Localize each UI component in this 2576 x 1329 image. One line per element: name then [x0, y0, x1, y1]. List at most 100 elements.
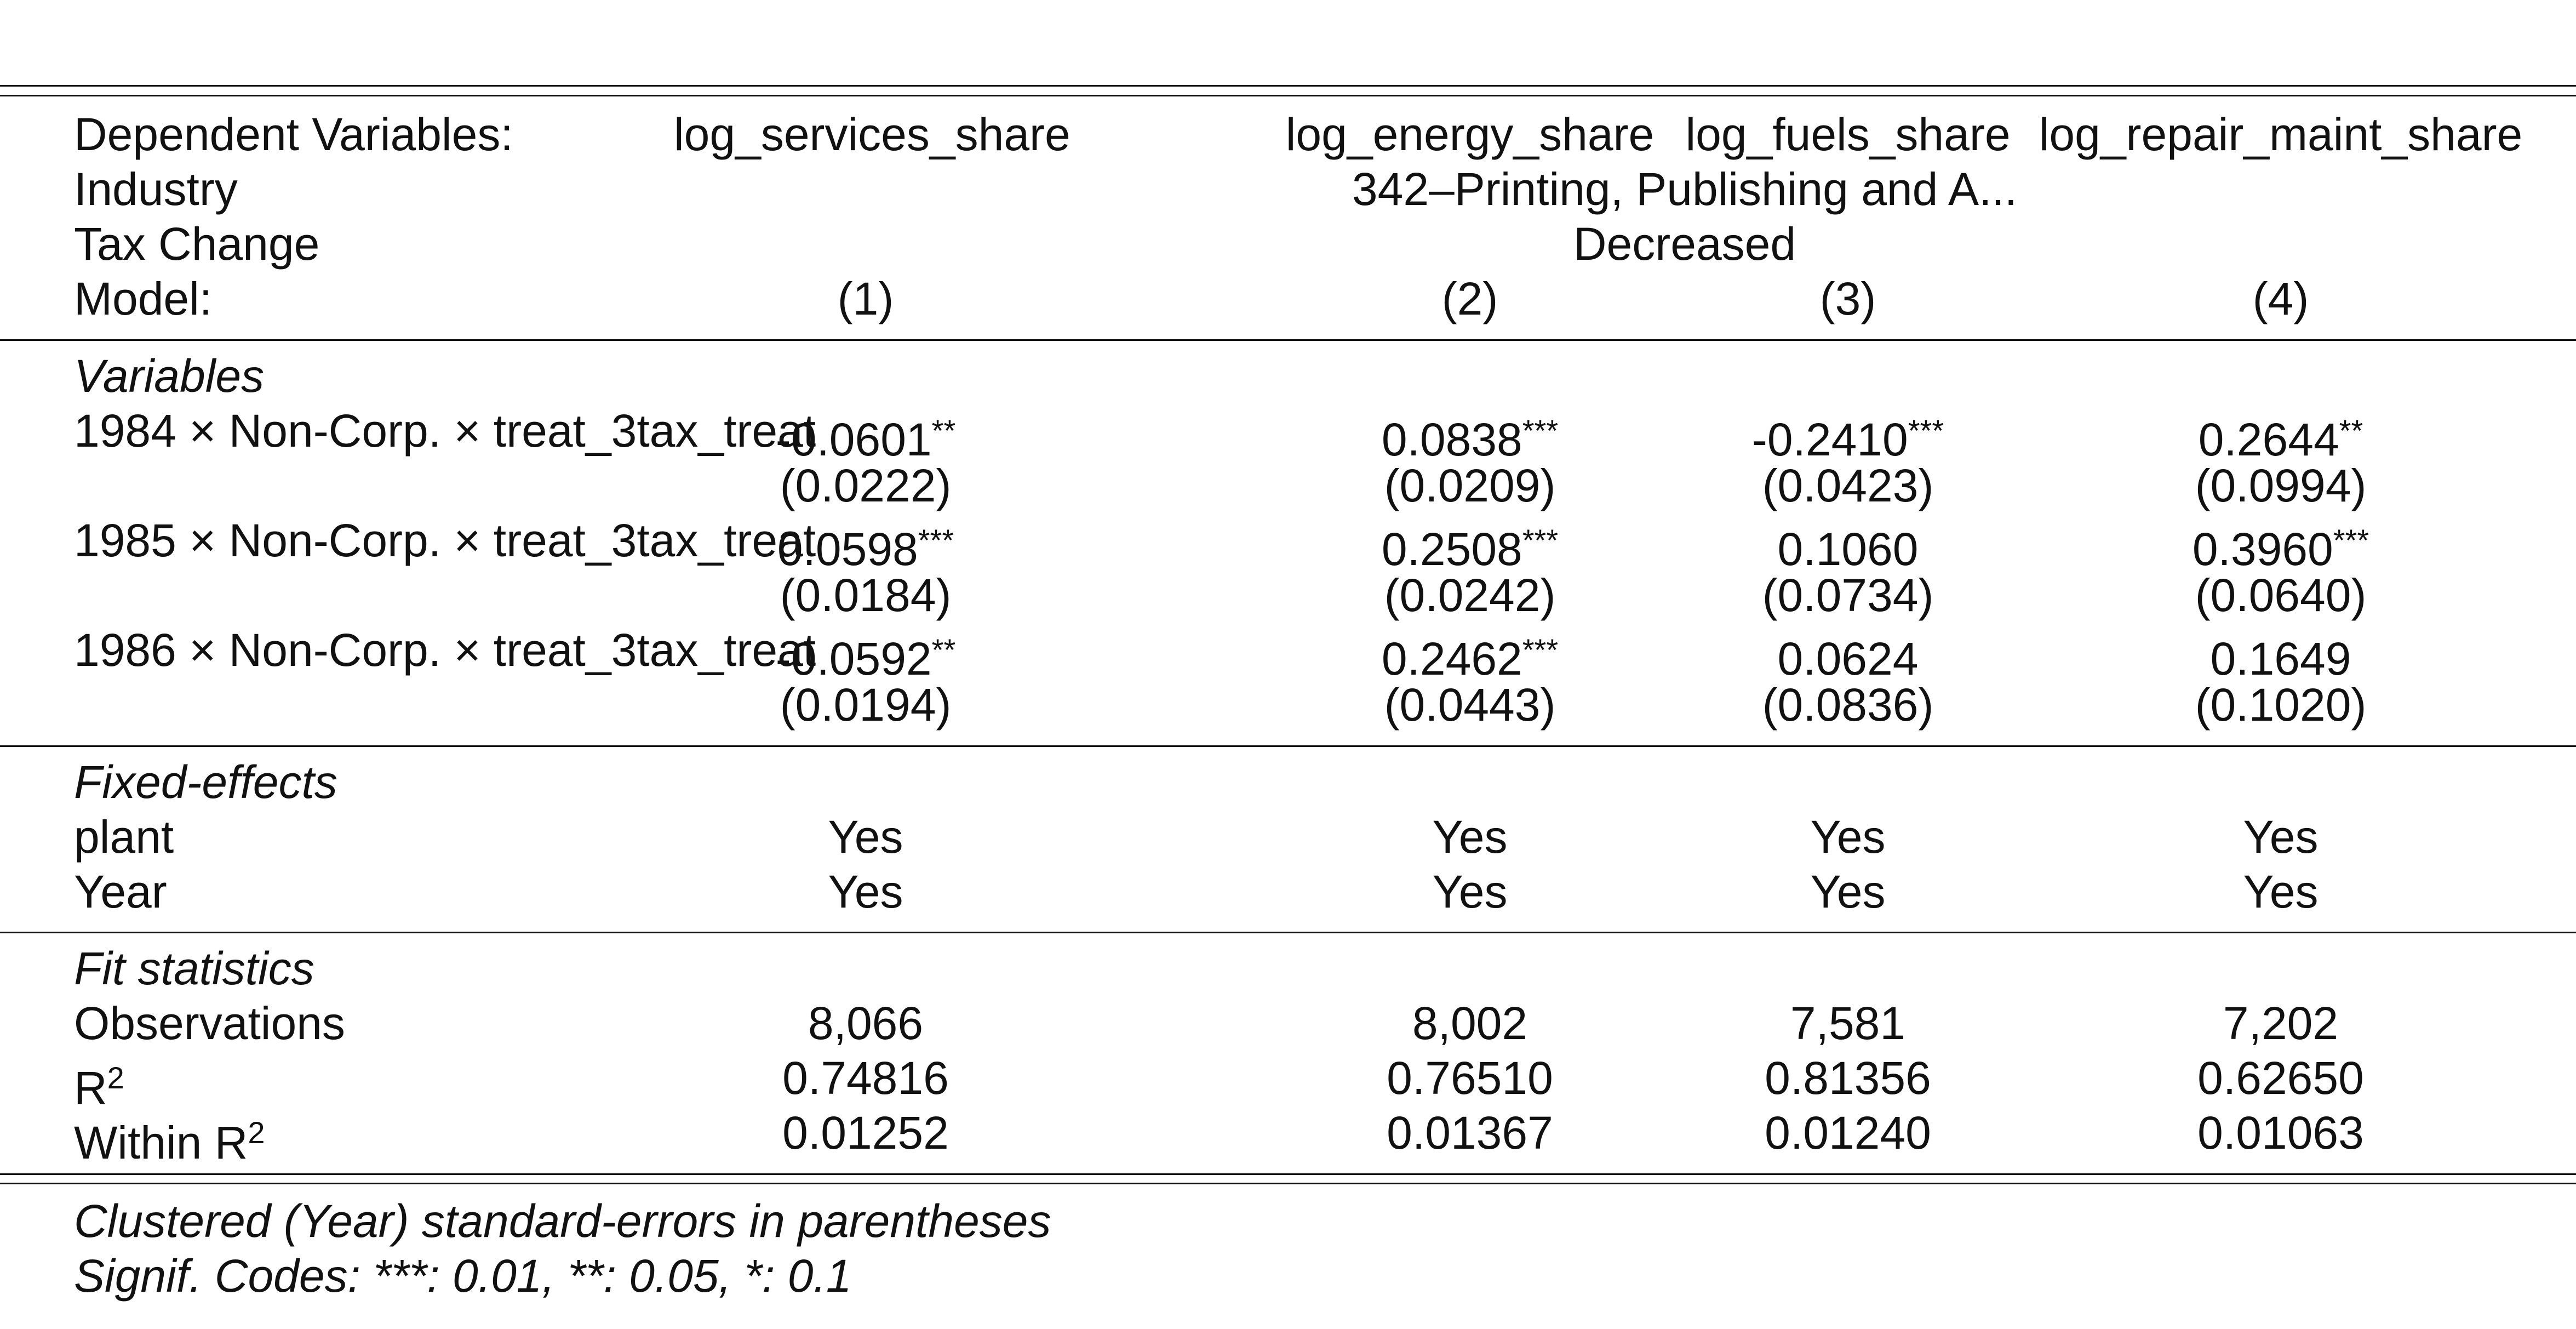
dep-vars-label: Dependent Variables:	[74, 109, 513, 160]
r2-value: 0.74816	[782, 1052, 949, 1104]
coef-cell: 0.0598***	[674, 513, 1057, 577]
std-error: (0.0184)	[780, 569, 952, 621]
signif-stars: ***	[1908, 413, 1944, 448]
within-r2-value: 0.01063	[2197, 1107, 2364, 1159]
coef-value: 0.2462	[1381, 633, 1522, 685]
coef-cell: 0.2644**	[2034, 403, 2527, 467]
fixed-effect-value: Yes	[1432, 866, 1508, 917]
std-error: (0.1020)	[2195, 679, 2367, 731]
fixed-effect-value: Yes	[2243, 811, 2319, 863]
coef-value: 0.3960	[2192, 523, 2333, 575]
r2-label: R2	[74, 1051, 124, 1115]
fixed-effect-label-year: Year	[74, 866, 167, 917]
coef-cell: 0.1060	[1656, 513, 2040, 577]
std-error: (0.0423)	[1762, 460, 1934, 511]
note-standard-errors: Clustered (Year) standard-errors in pare…	[74, 1195, 1051, 1247]
signif-stars: ***	[1522, 413, 1559, 448]
coef-cell: 0.3960***	[2034, 513, 2527, 577]
std-error: (0.0194)	[780, 679, 952, 731]
r2-superscript: 2	[107, 1060, 124, 1095]
observations-value: 8,066	[808, 997, 924, 1049]
variable-label-1986: 1986 × Non-Corp. × treat_3tax_treat	[74, 624, 816, 676]
std-error: (0.0242)	[1384, 569, 1556, 621]
model-label: Model:	[74, 273, 213, 324]
std-error: (0.0734)	[1762, 569, 1934, 621]
signif-stars: ***	[1522, 632, 1559, 667]
coef-value: 0.2644	[2198, 414, 2339, 465]
observations-value: 8,002	[1412, 997, 1528, 1049]
coef-cell: 0.1649	[2034, 623, 2527, 686]
fixed-effect-label-plant: plant	[74, 811, 174, 863]
within-r2-value: 0.01240	[1765, 1107, 1931, 1159]
bottom-rule-upper	[0, 1173, 2576, 1175]
r2-value: 0.62650	[2197, 1052, 2364, 1104]
variables-section-title: Variables	[74, 350, 265, 402]
dep-var-3: log_fuels_share	[1685, 109, 2011, 160]
industry-value: 342–Printing, Publishing and A...	[1352, 163, 2018, 215]
variables-rule	[0, 745, 2576, 747]
fixed-effect-value: Yes	[828, 866, 903, 917]
within-r2-value: 0.01252	[782, 1107, 949, 1159]
fixed-effect-value: Yes	[2243, 866, 2319, 917]
coef-cell: -0.0592**	[674, 623, 1057, 686]
std-error: (0.0209)	[1384, 460, 1556, 511]
observations-value: 7,581	[1790, 997, 1906, 1049]
model-number-4: (4)	[2252, 273, 2309, 324]
coef-cell: -0.0601**	[674, 403, 1057, 467]
fixed-effect-value: Yes	[828, 811, 903, 863]
dep-var-1: log_services_share	[674, 109, 1071, 160]
signif-stars: ***	[2333, 523, 2369, 557]
coef-value: 0.1060	[1777, 523, 1919, 575]
coef-cell: -0.2410***	[1656, 403, 2040, 467]
r2-value: 0.81356	[1765, 1052, 1931, 1104]
header-rule	[0, 339, 2576, 341]
tax-change-value: Decreased	[1573, 218, 1796, 270]
std-error: (0.0443)	[1384, 679, 1556, 731]
coef-cell: 0.0624	[1656, 623, 2040, 686]
fixed-effect-value: Yes	[1810, 866, 1886, 917]
coef-cell: 0.2508***	[1278, 513, 1662, 577]
fixed-effect-value: Yes	[1432, 811, 1508, 863]
variable-label-1984: 1984 × Non-Corp. × treat_3tax_treat	[74, 405, 816, 457]
within-r2-label-text: Within R	[74, 1117, 248, 1168]
signif-stars: ***	[1522, 523, 1559, 557]
tax-change-label: Tax Change	[74, 218, 320, 270]
coef-value: -0.2410	[1751, 414, 1908, 465]
coef-cell: 0.0838***	[1278, 403, 1662, 467]
coef-value: 0.0838	[1381, 414, 1522, 465]
std-error: (0.0640)	[2195, 569, 2367, 621]
industry-label: Industry	[74, 163, 238, 215]
within-r2-label: Within R2	[74, 1105, 265, 1170]
observations-label: Observations	[74, 997, 345, 1049]
coef-cell: 0.2462***	[1278, 623, 1662, 686]
fixed-effects-rule	[0, 932, 2576, 933]
top-rule-outer	[0, 85, 2576, 87]
coef-value: -0.0601	[775, 414, 932, 465]
note-signif-codes: Signif. Codes: ***: 0.01, **: 0.05, *: 0…	[74, 1250, 852, 1302]
within-r2-value: 0.01367	[1387, 1107, 1553, 1159]
bottom-rule-lower	[0, 1183, 2576, 1184]
variable-label-1985: 1985 × Non-Corp. × treat_3tax_treat	[74, 515, 816, 566]
coef-value: -0.0592	[775, 633, 932, 685]
signif-stars: **	[2339, 413, 2363, 448]
observations-value: 7,202	[2223, 997, 2339, 1049]
coef-value: 0.1649	[2210, 633, 2351, 685]
fixed-effect-value: Yes	[1810, 811, 1886, 863]
std-error: (0.0994)	[2195, 460, 2367, 511]
r2-value: 0.76510	[1387, 1052, 1553, 1104]
dep-var-2: log_energy_share	[1285, 109, 1655, 160]
signif-stars: **	[931, 413, 956, 448]
model-number-1: (1)	[837, 273, 894, 324]
fixed-effects-section-title: Fixed-effects	[74, 756, 337, 808]
coef-value: 0.2508	[1381, 523, 1522, 575]
model-number-2: (2)	[1441, 273, 1498, 324]
signif-stars: ***	[918, 523, 954, 557]
signif-stars: **	[931, 632, 956, 667]
dep-var-4: log_repair_maint_share	[2039, 109, 2523, 160]
coef-value: 0.0598	[777, 523, 918, 575]
within-r2-superscript: 2	[248, 1115, 265, 1150]
r2-label-text: R	[74, 1062, 107, 1114]
std-error: (0.0836)	[1762, 679, 1934, 731]
top-rule-inner	[0, 95, 2576, 96]
fit-statistics-section-title: Fit statistics	[74, 943, 314, 994]
